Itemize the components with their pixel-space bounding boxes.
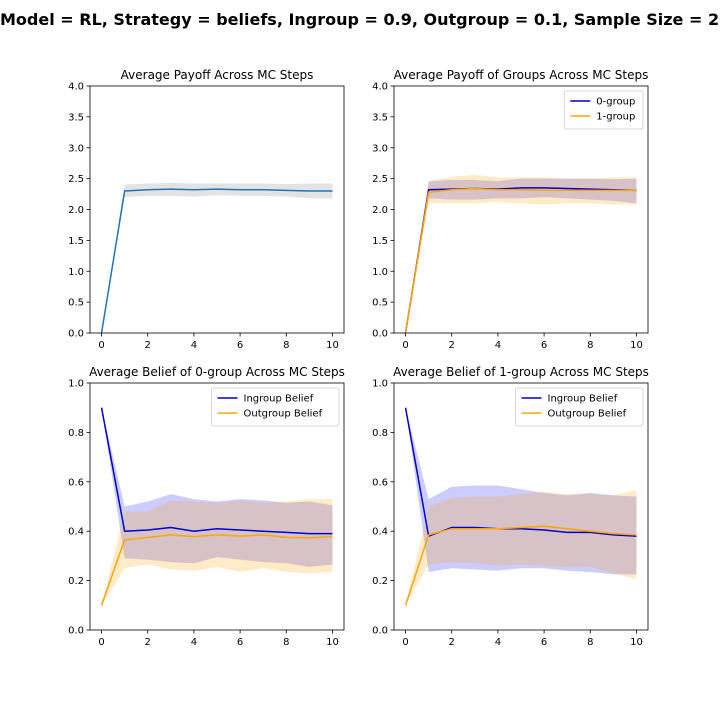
axes-frame <box>393 382 649 631</box>
series-line-outgroup-belief <box>100 534 333 606</box>
series-line-1-group <box>404 187 637 334</box>
x-tick-label: 2 <box>449 340 455 351</box>
y-tick-label: 1.5 <box>372 236 388 247</box>
y-tick-label: 3.0 <box>68 143 84 154</box>
x-tick-label: 10 <box>630 340 643 351</box>
y-tick-label: 1.0 <box>68 379 84 390</box>
figure-suptitle: Model = RL, Strategy = beliefs, Ingroup … <box>0 10 720 29</box>
y-tick-label: 0.0 <box>68 626 84 637</box>
y-tick-label: 0.6 <box>68 477 84 488</box>
confidence-band-outgroup-belief <box>405 490 637 606</box>
y-tick-label: 1.5 <box>68 236 84 247</box>
subplot-title: Average Payoff Across MC Steps <box>121 68 314 82</box>
y-tick-label: 0.8 <box>372 428 388 439</box>
legend-box <box>515 387 644 427</box>
x-tick-label: 10 <box>326 637 339 648</box>
y-tick-label: 3.5 <box>68 112 84 123</box>
x-tick-label: 0 <box>402 340 408 351</box>
legend-label: Outgroup Belief <box>244 409 323 420</box>
x-tick-label: 2 <box>145 340 151 351</box>
y-tick-label: 0.4 <box>68 527 84 538</box>
y-tick-label: 1.0 <box>372 267 388 278</box>
y-tick-label: 1.0 <box>372 379 388 390</box>
subplot-title: Average Belief of 0-group Across MC Step… <box>89 365 345 379</box>
subplot-2: Average Payoff of Groups Across MC Steps… <box>372 68 649 351</box>
axes-frame <box>89 382 345 631</box>
y-tick-label: 0.0 <box>68 329 84 340</box>
y-tick-label: 4.0 <box>372 82 388 93</box>
x-tick-label: 8 <box>283 637 289 648</box>
y-tick-label: 0.2 <box>372 576 388 587</box>
y-tick-label: 3.0 <box>372 143 388 154</box>
y-tick-label: 0.0 <box>372 329 388 340</box>
y-tick-label: 2.5 <box>372 174 388 185</box>
legend-box <box>211 387 340 427</box>
subplot-1: Average Payoff Across MC Steps 0 2 4 6 8 10 0.0… <box>68 68 345 351</box>
x-tick-label: 4 <box>495 340 501 351</box>
x-tick-label: 0 <box>98 637 104 648</box>
confidence-band-outgroup-belief <box>101 499 333 606</box>
legend-label: Outgroup Belief <box>548 409 627 420</box>
y-tick-label: 1.0 <box>68 267 84 278</box>
y-tick-label: 4.0 <box>68 82 84 93</box>
subplot-title: Average Payoff of Groups Across MC Steps <box>394 68 649 82</box>
legend-label: 1-group <box>596 112 635 123</box>
legend-label: Ingroup Belief <box>244 394 314 405</box>
x-tick-label: 10 <box>326 340 339 351</box>
x-tick-label: 4 <box>191 340 197 351</box>
x-tick-label: 6 <box>237 340 243 351</box>
subplot-4: Average Belief of 1-group Across MC Step… <box>372 365 649 648</box>
y-tick-label: 0.8 <box>68 428 84 439</box>
legend-label: 0-group <box>596 97 635 108</box>
confidence-band-ingroup-belief <box>101 407 333 568</box>
legend-label: Ingroup Belief <box>548 394 618 405</box>
series-line-0-group <box>404 187 637 334</box>
x-tick-label: 2 <box>449 637 455 648</box>
confidence-band-1-group <box>405 174 637 333</box>
x-tick-label: 8 <box>587 340 593 351</box>
series-line-1 <box>100 188 333 334</box>
y-tick-label: 0.6 <box>372 477 388 488</box>
y-tick-label: 0.4 <box>372 527 388 538</box>
x-tick-label: 2 <box>145 637 151 648</box>
x-tick-label: 0 <box>98 340 104 351</box>
y-tick-label: 2.0 <box>372 205 388 216</box>
y-tick-label: 2.5 <box>68 174 84 185</box>
x-tick-label: 8 <box>587 637 593 648</box>
x-tick-label: 4 <box>191 637 197 648</box>
confidence-band-series-1 <box>101 182 333 333</box>
y-tick-label: 0.2 <box>68 576 84 587</box>
x-tick-label: 4 <box>495 637 501 648</box>
y-tick-label: 0.0 <box>372 626 388 637</box>
y-tick-label: 3.5 <box>372 112 388 123</box>
x-tick-label: 6 <box>541 637 547 648</box>
x-tick-label: 8 <box>283 340 289 351</box>
x-tick-label: 10 <box>630 637 643 648</box>
axes-frame <box>89 85 345 334</box>
x-tick-label: 6 <box>237 637 243 648</box>
y-tick-label: 0.5 <box>372 298 388 309</box>
y-tick-label: 2.0 <box>68 205 84 216</box>
y-tick-label: 0.5 <box>68 298 84 309</box>
subplot-title: Average Belief of 1-group Across MC Step… <box>393 365 649 379</box>
x-tick-label: 0 <box>402 637 408 648</box>
subplot-3: Average Belief of 0-group Across MC Step… <box>68 365 345 648</box>
series-line-outgroup-belief <box>404 525 637 606</box>
x-tick-label: 6 <box>541 340 547 351</box>
series-line-ingroup-belief <box>100 407 333 535</box>
